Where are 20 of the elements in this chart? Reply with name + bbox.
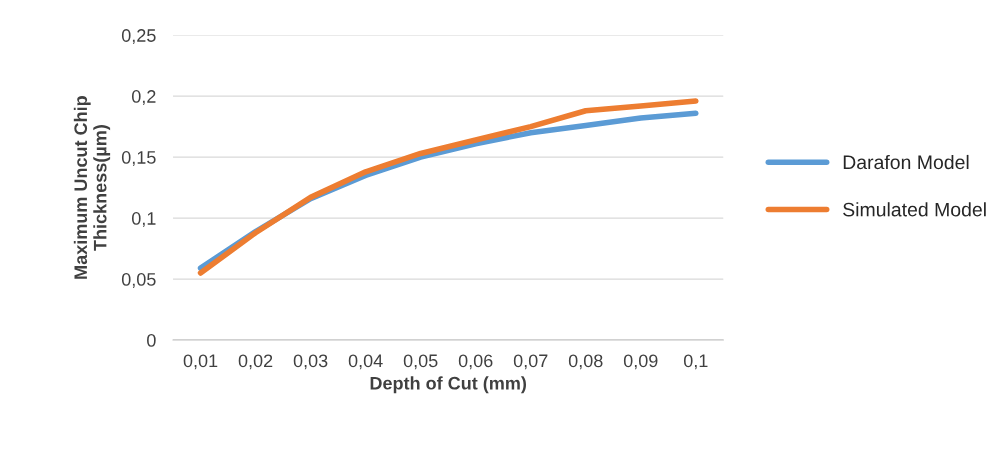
x-tick-label: 0,09 — [623, 354, 658, 370]
y-tick-label: 0,05 — [121, 273, 156, 288]
x-tick-label: 0,01 — [183, 354, 218, 370]
y-tick-label: 0 — [147, 333, 156, 347]
y-tick-label: 0,25 — [121, 29, 156, 45]
x-tick-label: 0,04 — [348, 354, 383, 370]
x-tick-label: 0,06 — [458, 354, 493, 370]
y-tick-label: 0,1 — [131, 212, 156, 227]
y-axis-title: Maximum Uncut Chip Thickness(µm) — [73, 96, 111, 279]
y-tick-label: 0,15 — [121, 151, 156, 166]
x-tick-label: 0,07 — [513, 354, 548, 370]
y-tick-label: 0,2 — [131, 90, 156, 106]
x-tick-label: 0,1 — [683, 354, 708, 370]
x-tick-label: 0,02 — [238, 354, 273, 370]
x-axis-title: Depth of Cut (mm) — [370, 376, 527, 394]
x-tick-label: 0,05 — [403, 354, 438, 370]
x-tick-label: 0,08 — [568, 354, 603, 370]
legend-label: Simulated Model — [843, 202, 986, 217]
x-tick-label: 0,03 — [293, 354, 328, 370]
legend-label: Darafon Model — [843, 154, 969, 170]
